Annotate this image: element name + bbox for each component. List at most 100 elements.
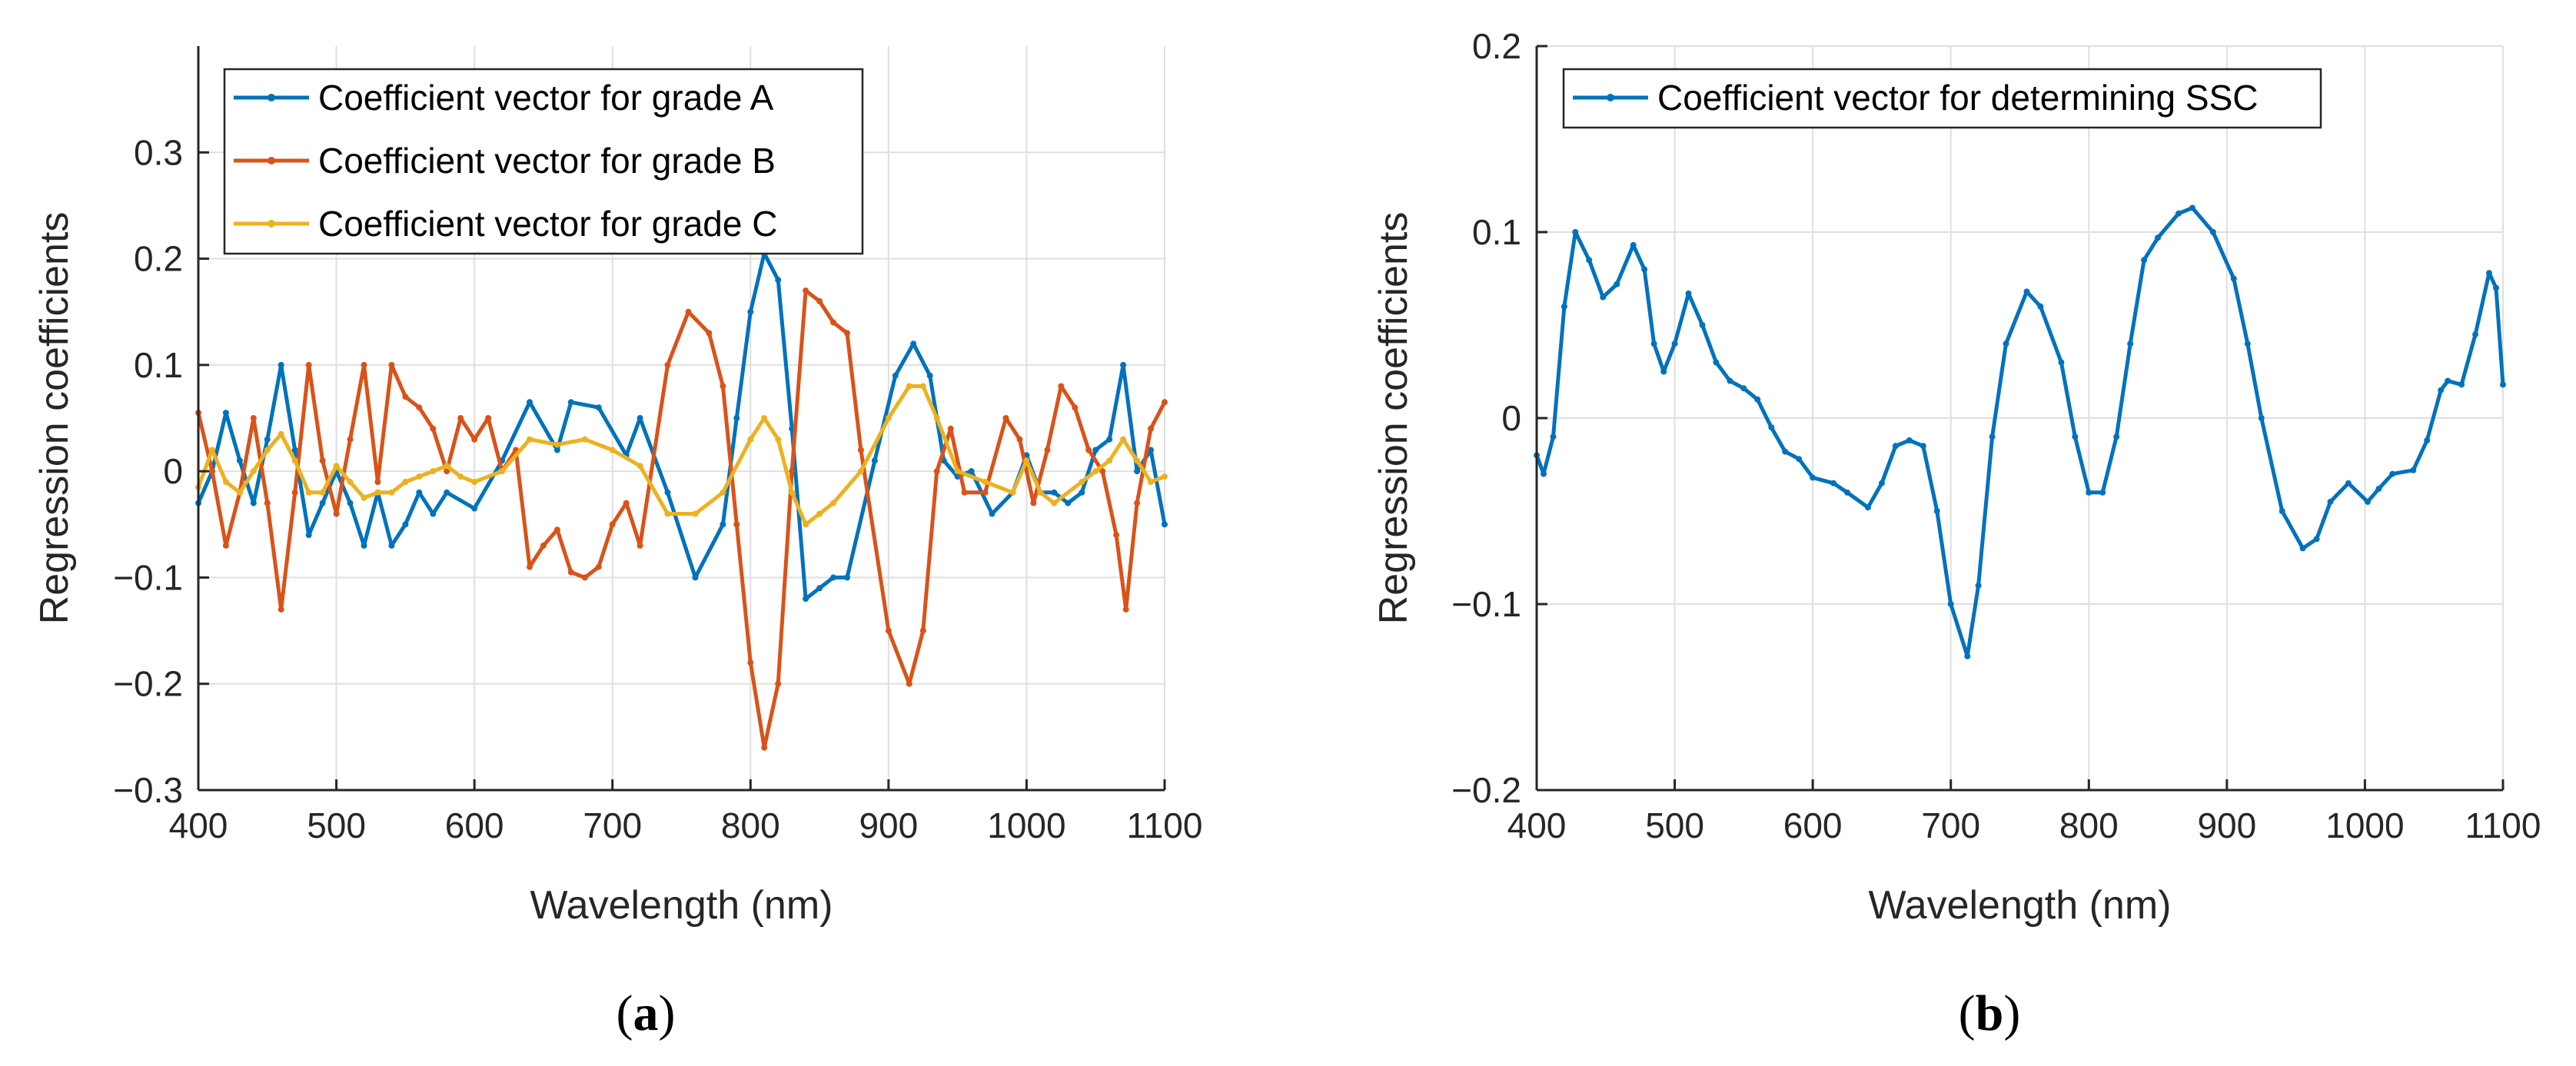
- legend: Coefficient vector for grade A Coefficien…: [223, 68, 864, 255]
- data-point: [857, 468, 864, 475]
- y-tick-label: −0.1: [1451, 584, 1521, 624]
- data-point: [1830, 480, 1837, 487]
- data-point: [2375, 486, 2382, 492]
- legend-label: Coefficient vector for grade A: [318, 78, 774, 118]
- data-point: [1572, 229, 1579, 235]
- x-tick-label: 1100: [1127, 805, 1203, 845]
- x-tick-label: 800: [721, 805, 780, 845]
- chart-panel-b: 400 500 600 700 800 900 1000 1100 −0.2 −0.1 0 0.1 0.…: [1371, 26, 2541, 1041]
- y-tick-label: 0.2: [1472, 26, 1521, 66]
- data-point: [278, 606, 284, 613]
- data-point: [1162, 473, 1168, 480]
- data-point: [637, 415, 643, 421]
- caption-open-paren: (: [1959, 985, 1976, 1041]
- data-point: [1810, 474, 1816, 481]
- data-point: [1106, 436, 1113, 443]
- data-point: [775, 680, 782, 687]
- data-point: [1782, 448, 1789, 455]
- data-point: [844, 574, 850, 581]
- data-point: [291, 447, 298, 453]
- data-point: [347, 500, 354, 506]
- data-point: [1030, 500, 1037, 506]
- data-point: [906, 680, 912, 687]
- data-point: [933, 415, 940, 421]
- data-point: [430, 510, 437, 517]
- y-tick-label: 0.1: [134, 345, 183, 385]
- caption-letter: a: [633, 985, 659, 1041]
- data-point: [2058, 359, 2065, 366]
- x-tick-label: 500: [1645, 805, 1704, 845]
- data-point: [2389, 470, 2396, 477]
- data-point: [291, 457, 298, 464]
- data-point: [664, 361, 671, 368]
- data-point: [2003, 340, 2009, 347]
- data-point: [1550, 433, 1557, 440]
- legend-label: Coefficient vector for determining SSC: [1657, 78, 2259, 118]
- data-point: [374, 489, 381, 496]
- data-point: [2327, 498, 2334, 505]
- x-tick-label: 400: [1507, 805, 1567, 845]
- data-point: [947, 425, 954, 432]
- data-point: [803, 287, 809, 294]
- data-point: [844, 330, 850, 337]
- data-point: [982, 479, 989, 485]
- data-point: [2099, 489, 2106, 496]
- data-point: [527, 563, 533, 570]
- data-point: [637, 463, 643, 470]
- data-point: [2299, 545, 2306, 552]
- data-point: [430, 468, 437, 475]
- data-point: [720, 489, 726, 496]
- data-point: [444, 463, 450, 470]
- data-point: [803, 521, 809, 528]
- data-point: [2209, 229, 2216, 235]
- x-tick-label: 1000: [2325, 805, 2404, 845]
- data-point: [1586, 257, 1593, 264]
- data-point: [1865, 504, 1871, 511]
- x-tick-label: 400: [169, 805, 228, 845]
- data-point: [1106, 457, 1113, 464]
- data-point: [1641, 266, 1648, 273]
- legend: Coefficient vector for determining SSC: [1562, 68, 2322, 129]
- data-point: [775, 436, 782, 443]
- data-point: [2230, 275, 2237, 282]
- data-point: [402, 394, 409, 400]
- data-point: [1148, 479, 1154, 485]
- data-point: [2175, 210, 2182, 217]
- data-point: [222, 479, 229, 485]
- data-point: [264, 447, 271, 453]
- data-point: [919, 383, 926, 390]
- data-point: [1079, 489, 1085, 496]
- data-point: [499, 468, 506, 475]
- data-point: [402, 479, 409, 485]
- data-point: [305, 361, 312, 368]
- data-point: [885, 415, 892, 421]
- data-point: [333, 510, 340, 517]
- data-point: [527, 436, 533, 443]
- legend-label: Coefficient vector for grade B: [318, 141, 776, 181]
- data-point: [553, 441, 560, 448]
- data-point: [968, 468, 975, 475]
- data-point: [906, 383, 912, 390]
- data-point: [982, 489, 989, 496]
- data-point: [2244, 340, 2251, 347]
- data-point: [416, 404, 423, 411]
- data-point: [830, 319, 836, 326]
- data-point: [444, 489, 450, 496]
- y-tick-label: 0.1: [1472, 212, 1521, 252]
- x-tick-label: 600: [1783, 805, 1843, 845]
- data-point: [2424, 437, 2431, 443]
- data-point: [1113, 532, 1120, 539]
- data-point: [1740, 385, 1747, 392]
- data-point: [1085, 447, 1092, 453]
- data-point: [1120, 361, 1127, 368]
- data-point: [2472, 331, 2479, 338]
- x-tick-label: 700: [583, 805, 642, 845]
- data-point: [2438, 387, 2445, 394]
- data-point: [209, 468, 215, 475]
- data-point: [1072, 404, 1079, 411]
- y-tick-label: 0: [1501, 398, 1521, 438]
- y-axis-label: Regression coefficients: [32, 212, 77, 625]
- panel-caption: (a): [617, 985, 676, 1041]
- data-point: [416, 489, 423, 496]
